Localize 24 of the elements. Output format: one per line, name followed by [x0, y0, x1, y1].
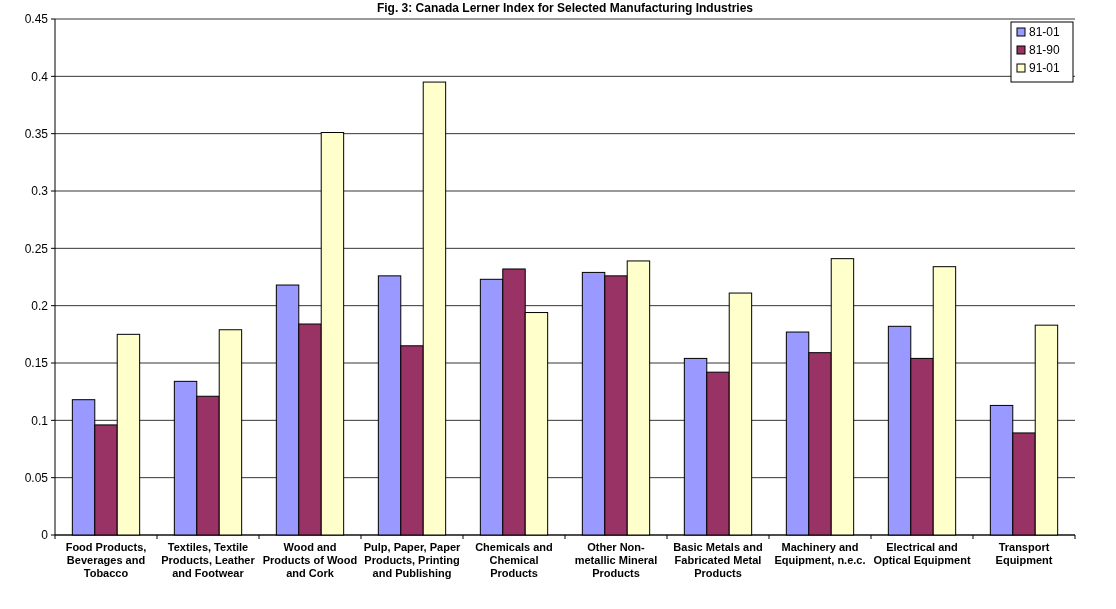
y-tick-label: 0.1 — [31, 413, 49, 428]
x-tick-label: Other Non-metallic Mineral Products — [574, 541, 658, 579]
y-tick-label: 0.4 — [31, 69, 49, 84]
y-tick-label: 0.3 — [31, 184, 49, 199]
x-tick-label: Textiles, Textile Products, Leather and Footwear — [161, 541, 256, 579]
x-tick-label: Food Products, Beverages and Tobacco — [65, 541, 147, 579]
y-tick-label: 0.15 — [24, 356, 49, 371]
y-tick-label: 0.25 — [24, 241, 49, 256]
x-tick-label: Machinery and Equipment, n.e.c. — [774, 541, 866, 566]
chart-title: Fig. 3: Canada Lerner Index for Selected Manufacturing Industries — [376, 1, 754, 15]
y-tick-label: 0 — [41, 528, 49, 543]
x-tick-label: Wood and Products of Wood and Cork — [262, 541, 358, 579]
legend-label: 81-90 — [1029, 43, 1061, 58]
y-tick-label: 0.45 — [24, 12, 49, 27]
x-tick-label: Electrical and Optical Equipment — [873, 541, 971, 566]
x-tick-label: Pulp, Paper, Paper Products, Printing and Publishing — [363, 541, 462, 579]
y-tick-label: 0.35 — [24, 126, 49, 141]
y-tick-label: 0.05 — [24, 470, 49, 485]
legend-label: 91-01 — [1029, 61, 1061, 76]
x-tick-label: Transport Equipment — [995, 541, 1053, 566]
x-tick-label: Basic Metals and Fabricated Metal Products — [673, 541, 763, 579]
legend-label: 81-01 — [1029, 25, 1061, 40]
y-tick-label: 0.2 — [31, 298, 49, 313]
x-tick-label: Chemicals and Chemical Products — [475, 541, 553, 579]
